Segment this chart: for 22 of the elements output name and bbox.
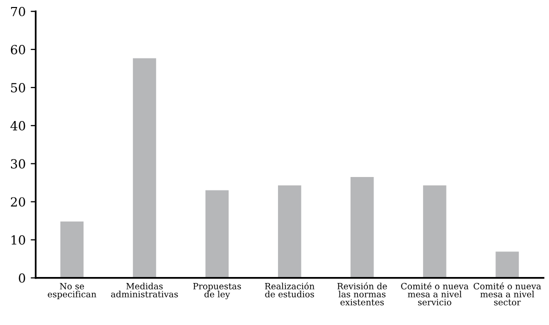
x-tick-label: Realización de estudios [264,282,314,298]
x-tick-label: No se especifican [48,283,96,300]
x-tick-label: Medidas administrativas [111,282,178,298]
x-tick-label: Comité o nueva mesa a nivel servicio [401,282,468,306]
bar [132,58,156,278]
bar [278,185,302,278]
x-tick-label: Revisión de las normas existentes [337,282,387,306]
y-tick-label: 70 [11,6,26,16]
x-tick-label: Comité o nueva mesa a nivel sector [474,282,542,306]
bar [496,252,519,278]
y-tick-label: 20 [10,197,26,207]
y-tick-label: 50 [11,82,26,92]
y-tick-label: 40 [10,121,26,131]
bar [60,222,84,278]
x-tick-label: Propuestas de ley [193,283,241,300]
y-tick-label: 10 [12,235,26,245]
bar [205,190,229,278]
y-tick-label: 30 [11,159,26,169]
y-tick-label: 0 [18,273,26,283]
y-tick-label: 60 [10,44,26,54]
bar [423,185,446,278]
bar [350,176,374,278]
